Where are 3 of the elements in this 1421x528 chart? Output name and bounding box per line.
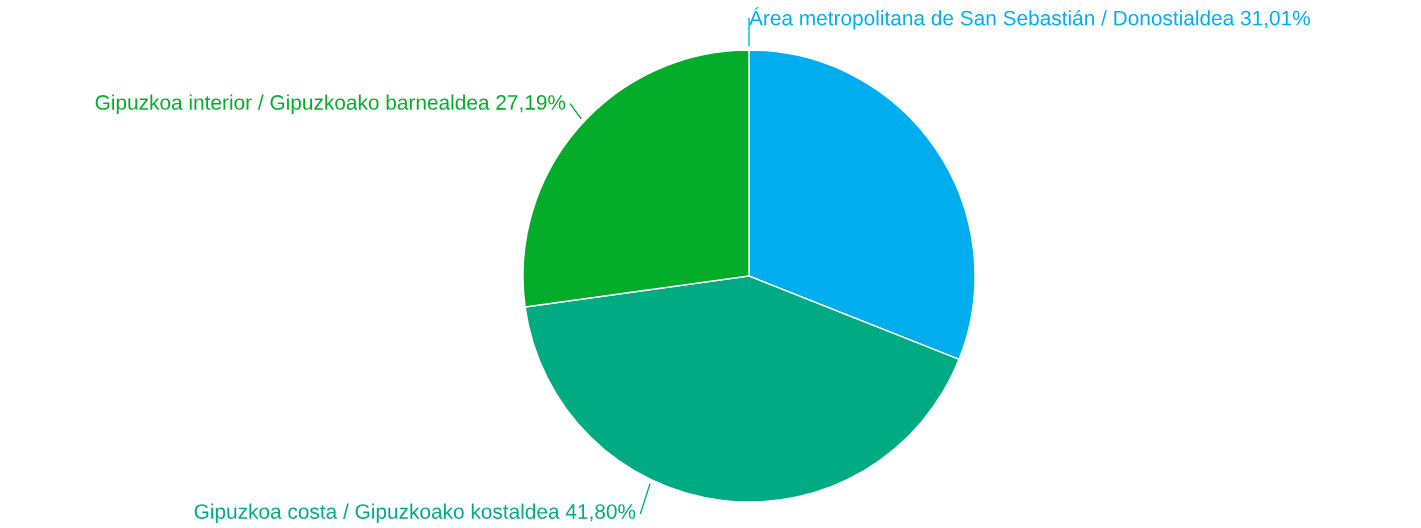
slice-label: Gipuzkoa costa / Gipuzkoako kostaldea 41,80% bbox=[194, 503, 636, 524]
slice-label: Gipuzkoa interior / Gipuzkoako barnealdea 27,19% bbox=[95, 94, 566, 114]
slice-label: Área metropolitana de San Sebastián / Donostialdea 31,01% bbox=[749, 7, 1310, 30]
